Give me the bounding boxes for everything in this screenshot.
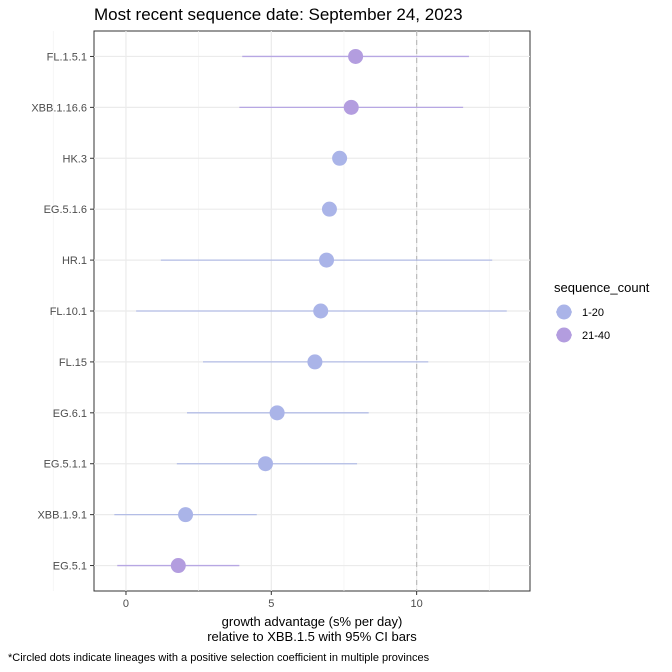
y-tick-label: XBB.1.16.6 bbox=[31, 102, 87, 114]
data-point bbox=[170, 558, 186, 574]
grid-layer bbox=[52, 31, 530, 591]
y-tick-labels: FL.1.5.1 XBB.1.16.6 HK.3 EG.5.1.6 HR.1 FL.10.… bbox=[31, 51, 94, 573]
legend-key-point bbox=[556, 304, 572, 320]
y-tick-label: FL.10.1 bbox=[50, 306, 87, 318]
data-point bbox=[319, 252, 335, 268]
data-point bbox=[257, 456, 273, 472]
data-point bbox=[307, 354, 323, 370]
data-point bbox=[178, 507, 194, 523]
y-tick-label: XBB.1.9.1 bbox=[37, 510, 87, 522]
x-tick-labels: 0 5 10 bbox=[123, 591, 423, 610]
data-point bbox=[321, 201, 337, 217]
points-layer bbox=[170, 48, 364, 574]
x-tick-label: 0 bbox=[123, 598, 129, 610]
y-tick-label: EG.5.1.6 bbox=[44, 204, 87, 216]
y-tick-label: HR.1 bbox=[62, 255, 87, 267]
y-tick-label: FL.1.5.1 bbox=[47, 51, 87, 63]
legend-title: sequence_count bbox=[554, 280, 650, 295]
data-point bbox=[343, 99, 359, 115]
x-axis-label-line1: growth advantage (s% per day) bbox=[222, 614, 403, 629]
y-tick-label: EG.6.1 bbox=[53, 408, 87, 420]
x-tick-label: 5 bbox=[268, 598, 274, 610]
y-tick-label: FL.15 bbox=[59, 357, 87, 369]
y-tick-label: HK.3 bbox=[63, 153, 87, 165]
legend: sequence_count 1-20 21-40 bbox=[554, 280, 650, 343]
data-point bbox=[348, 48, 364, 64]
data-point bbox=[269, 405, 285, 421]
legend-label: 21-40 bbox=[582, 330, 610, 342]
legend-label: 1-20 bbox=[582, 307, 604, 319]
legend-key-point bbox=[556, 327, 572, 343]
y-tick-label: EG.5.1.1 bbox=[44, 459, 87, 471]
y-tick-label: EG.5.1 bbox=[53, 561, 87, 573]
data-point bbox=[313, 303, 329, 319]
chart-title: Most recent sequence date: September 24,… bbox=[94, 5, 463, 24]
x-tick-label: 10 bbox=[411, 598, 423, 610]
data-point bbox=[332, 150, 348, 166]
caption: *Circled dots indicate lineages with a p… bbox=[8, 652, 430, 664]
x-axis-label-line2: relative to XBB.1.5 with 95% CI bars bbox=[207, 629, 417, 644]
legend-entries: 1-20 21-40 bbox=[556, 304, 610, 343]
